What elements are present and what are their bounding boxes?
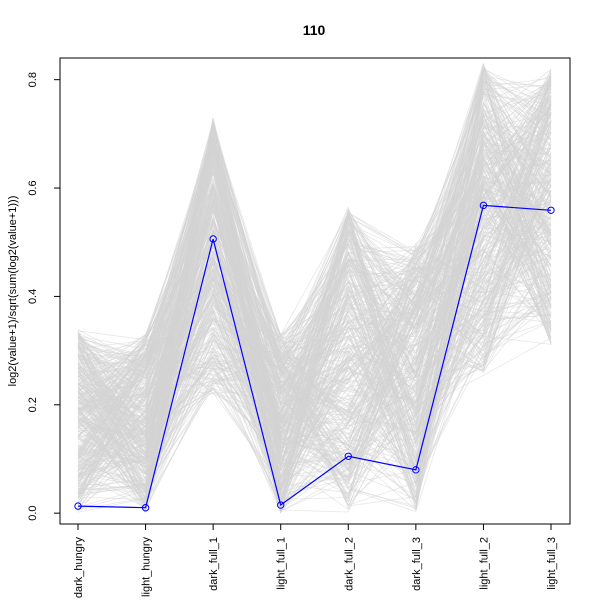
background-line <box>77 125 552 479</box>
background-line <box>77 228 552 457</box>
background-line <box>77 182 552 511</box>
y-tick-label: 0.8 <box>27 72 39 87</box>
background-line <box>77 112 552 485</box>
plot-frame <box>59 57 571 525</box>
background-line <box>77 154 552 479</box>
background-line <box>77 84 552 425</box>
x-tick-label: light_full_1 <box>276 537 288 590</box>
chart-title: 110 <box>303 22 326 38</box>
background-line <box>77 89 552 469</box>
background-line <box>77 122 552 510</box>
background-line <box>77 112 552 497</box>
highlight-series <box>74 201 555 512</box>
data-point <box>412 466 420 474</box>
background-line <box>77 128 552 494</box>
x-axis: dark_hungry light_hungry dark_full_1 light_… <box>73 524 558 598</box>
data-point <box>141 504 150 512</box>
y-tick-label: 0.6 <box>27 180 39 195</box>
background-line <box>77 177 552 514</box>
data-point <box>277 501 285 509</box>
data-point <box>209 235 217 243</box>
data-point <box>547 206 555 214</box>
x-tick-label: light_full_2 <box>478 537 490 590</box>
background-line <box>77 136 552 513</box>
background-line <box>77 259 552 511</box>
data-point <box>74 502 82 510</box>
x-tick-label: light_hungry <box>141 537 153 597</box>
background-line <box>77 206 552 421</box>
y-tick-label: 0.4 <box>27 289 39 304</box>
y-axis-label: log2(value+1)/sqrt(sum(log2(value+1))) <box>7 196 19 387</box>
y-tick-label: 0.0 <box>27 506 39 521</box>
background-line <box>77 190 552 393</box>
background-lines <box>77 62 552 514</box>
x-tick-label: dark_full_2 <box>343 537 355 591</box>
x-tick-label: dark_full_1 <box>208 537 220 591</box>
x-tick-label: dark_hungry <box>73 537 85 599</box>
background-line <box>77 149 552 401</box>
background-line <box>77 177 552 448</box>
background-line <box>77 68 552 478</box>
series-line <box>77 204 552 509</box>
background-line <box>77 139 552 491</box>
data-point <box>479 201 488 210</box>
y-tick-label: 0.2 <box>27 397 39 412</box>
background-line <box>77 258 552 468</box>
background-line <box>77 277 552 503</box>
background-line <box>77 228 552 479</box>
background-line <box>77 71 552 506</box>
x-tick-label: light_full_3 <box>546 537 558 590</box>
background-line <box>77 82 552 465</box>
background-line <box>77 175 552 452</box>
y-axis: 0.0 0.2 0.4 0.6 0.8 <box>27 72 60 521</box>
background-line <box>77 169 552 499</box>
background-line <box>77 143 552 479</box>
background-line <box>77 81 552 469</box>
x-tick-label: dark_full_3 <box>411 537 423 591</box>
background-line <box>77 147 552 452</box>
background-line <box>77 244 552 489</box>
background-line <box>77 184 552 497</box>
background-line <box>77 193 552 428</box>
background-line <box>77 171 552 461</box>
background-line <box>77 164 552 466</box>
background-line <box>77 75 552 442</box>
data-point <box>344 452 352 460</box>
